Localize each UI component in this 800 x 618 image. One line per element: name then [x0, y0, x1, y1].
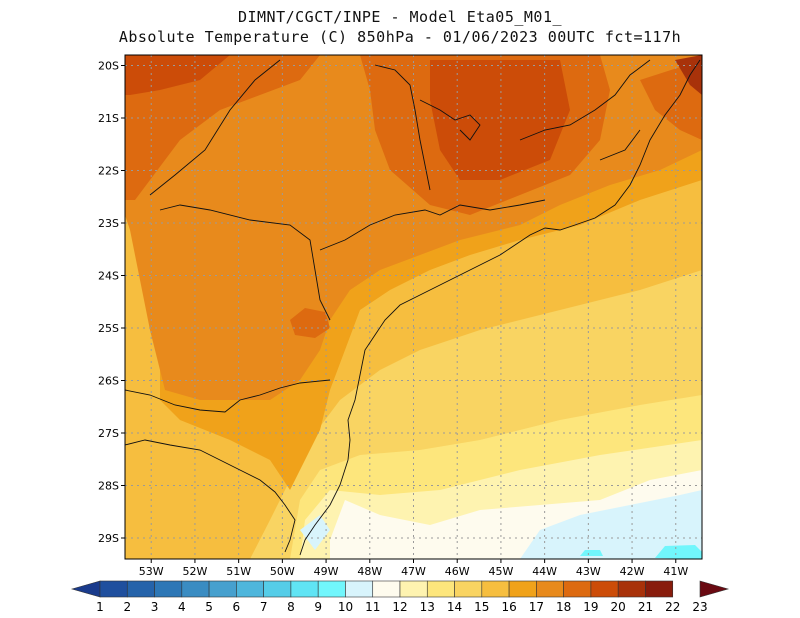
colorbar-swatch [699, 580, 730, 598]
colorbar-label: 10 [338, 600, 353, 614]
lat-tick-label: 23S [98, 217, 119, 230]
colorbar-label: 23 [692, 600, 707, 614]
temperature-field [125, 55, 702, 559]
lon-tick-label: 44W [532, 565, 557, 578]
colorbar-swatch [426, 580, 455, 598]
colorbar-label: 13 [420, 600, 435, 614]
colorbar-swatch [317, 580, 346, 598]
colorbar-swatch [399, 580, 428, 598]
lon-tick-label: 46W [445, 565, 470, 578]
colorbar-swatch [372, 580, 401, 598]
colorbar-label: 4 [178, 600, 186, 614]
lat-tick-label: 25S [98, 322, 119, 335]
colorbar-swatch [290, 580, 319, 598]
colorbar-label: 5 [205, 600, 213, 614]
colorbar-swatch [154, 580, 183, 598]
colorbar-label: 22 [665, 600, 680, 614]
colorbar-label: 18 [556, 600, 571, 614]
colorbar-label: 17 [529, 600, 544, 614]
colorbar-label: 16 [501, 600, 516, 614]
colorbar-swatch [236, 580, 264, 598]
colorbar-swatch [536, 580, 564, 598]
lon-tick-label: 43W [576, 565, 601, 578]
colorbar-label: 14 [447, 600, 462, 614]
longitude-ticks: 53W 52W 51W 50W 49W 48W 47W 46W 45W 44W 43W 42W 41W [139, 559, 688, 578]
lat-tick-label: 24S [98, 270, 119, 283]
latitude-ticks: 20S 21S 22S 23S 24S 25S 26S 27S 28S 29S [98, 60, 125, 545]
lon-tick-label: 45W [488, 565, 513, 578]
colorbar-swatch [645, 580, 674, 598]
colorbar-label: 21 [638, 600, 653, 614]
colorbar-swatch [617, 580, 646, 598]
colorbar-label: 9 [314, 600, 322, 614]
colorbar-label: 6 [233, 600, 241, 614]
colorbar-swatch [454, 580, 483, 598]
lon-tick-label: 42W [620, 565, 645, 578]
colorbar-swatch [208, 580, 237, 598]
colorbar-swatch [70, 580, 101, 598]
colorbar-label: 7 [260, 600, 268, 614]
colorbar-swatch [481, 580, 510, 598]
lon-tick-label: 41W [663, 565, 688, 578]
lat-tick-label: 21S [98, 112, 119, 125]
colorbar-label: 2 [123, 600, 131, 614]
colorbar-swatch [126, 580, 155, 598]
colorbar-swatch [590, 580, 619, 598]
colorbar-swatch [508, 580, 537, 598]
colorbar-swatch [563, 580, 592, 598]
lat-tick-label: 20S [98, 60, 119, 73]
colorbar-label: 1 [96, 600, 104, 614]
boundaries [125, 59, 701, 556]
colorbar-label: 11 [365, 600, 380, 614]
colorbar-swatch [263, 580, 292, 598]
lon-tick-label: 49W [314, 565, 339, 578]
lat-tick-label: 28S [98, 480, 119, 493]
colorbar-label: 3 [151, 600, 159, 614]
map-title-line2: Absolute Temperature (C) 850hPa - 01/06/… [118, 28, 682, 46]
colorbar-swatch [181, 580, 210, 598]
lat-tick-label: 26S [98, 375, 119, 388]
lon-tick-label: 47W [401, 565, 426, 578]
lon-tick-label: 50W [270, 565, 295, 578]
colorbar: 1 2 3 4 5 6 7 8 9 10 11 12 13 14 15 16 17 18 19 20 21 22 23 [70, 580, 730, 614]
lon-tick-label: 48W [357, 565, 382, 578]
lat-lon-grid [125, 55, 702, 559]
colorbar-label: 12 [392, 600, 407, 614]
lat-tick-label: 29S [98, 532, 119, 545]
lat-tick-label: 27S [98, 427, 119, 440]
colorbar-label: 15 [474, 600, 489, 614]
lon-tick-label: 53W [139, 565, 164, 578]
colorbar-label: 8 [287, 600, 295, 614]
lat-tick-label: 22S [98, 165, 119, 178]
colorbar-swatch [99, 580, 128, 598]
lon-tick-label: 52W [183, 565, 208, 578]
colorbar-swatch [345, 580, 374, 598]
colorbar-label: 19 [583, 600, 598, 614]
colorbar-label: 20 [611, 600, 626, 614]
map-title-line1: DIMNT/CGCT/INPE - Model Eta05_M01_ [237, 8, 563, 26]
lon-tick-label: 51W [226, 565, 251, 578]
